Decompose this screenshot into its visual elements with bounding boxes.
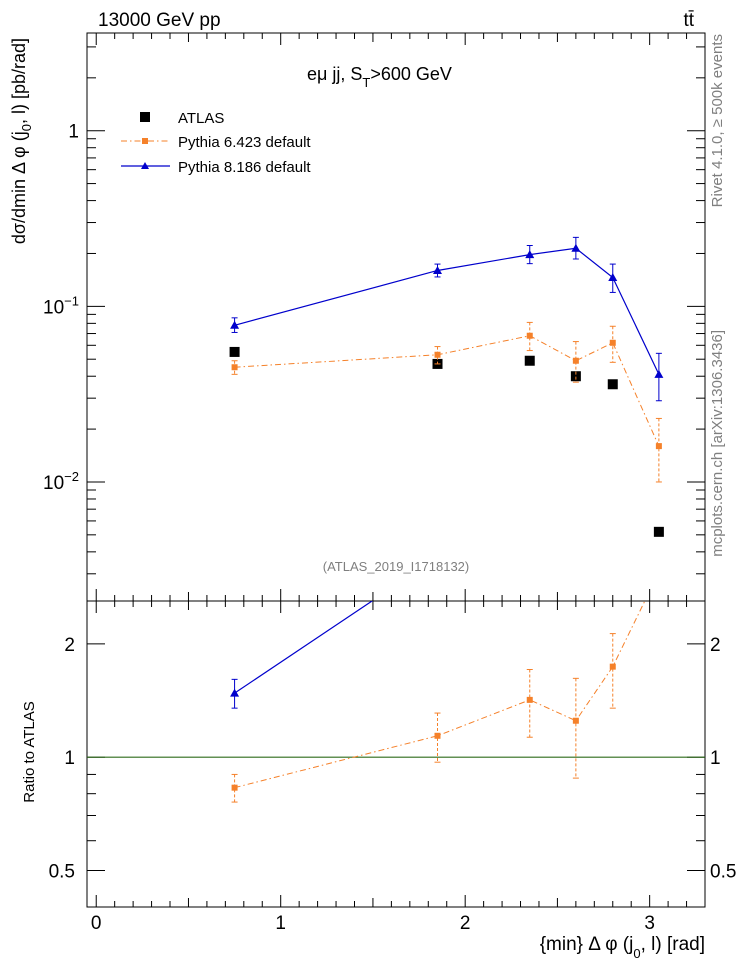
pythia8-point: [571, 243, 581, 252]
ratio-pythia6-point: [434, 732, 441, 739]
y-tick-label: 1: [68, 122, 79, 143]
y-tick-label: 10−2: [43, 469, 79, 494]
ratio-axis-ticks: 0 1 2 3 0.5 0.5 1 1 2 2: [49, 601, 736, 934]
x-axis-title-b: , l) [rad]: [641, 934, 705, 955]
ratio-pythia8-point: [230, 688, 240, 697]
plot-title: eμ jj, ST>600 GeV: [307, 64, 452, 90]
main-y-axis-title-subscript: 0: [19, 124, 34, 131]
mcplots-label: mcplots.cern.ch [arXiv:1306.3436]: [709, 330, 726, 557]
ratio-pythia6-point: [231, 784, 238, 791]
pythia6-point: [572, 357, 579, 364]
pythia8-point: [433, 265, 443, 274]
atlas-point: [524, 355, 535, 366]
atlas-point: [570, 371, 581, 382]
x-tick-label: 3: [644, 913, 655, 934]
ratio-y-tick-label: 1: [64, 748, 75, 769]
legend-marker-atlas: [140, 112, 150, 122]
pythia6-point: [434, 351, 441, 358]
ratio-y-tick-label: 2: [64, 635, 75, 656]
atlas-point: [229, 346, 240, 357]
main-panel: 110−110−2 eμ jj, ST>600 GeV (ATLAS_2019_…: [9, 32, 706, 602]
legend-marker-pythia6: [142, 138, 148, 144]
ratio-pythia6-point: [526, 696, 533, 703]
main-data-layer: [229, 236, 664, 537]
ratio-y-tick-label-right: 1: [710, 748, 721, 769]
y-tick-label-base: 10: [43, 297, 64, 318]
pythia6-point: [609, 339, 616, 346]
ratio-pythia6-line: [234, 601, 646, 789]
ratio-pythia6-point: [609, 663, 616, 670]
ratio-y-axis-title: Ratio to ATLAS: [21, 701, 38, 802]
pythia8-point: [608, 272, 618, 281]
main-y-axis-title-b: , l) [pb/rad]: [9, 38, 29, 124]
plot-title-cut: >600 GeV: [370, 64, 452, 84]
pythia8-point: [654, 369, 664, 378]
pythia8-point: [525, 250, 535, 259]
pythia8-point: [230, 320, 240, 329]
legend-marker-pythia8: [141, 162, 149, 169]
x-axis-title: {min} Δ φ (j0, l) [rad]: [540, 934, 705, 961]
plot-title-subscript: T: [362, 75, 370, 90]
x-axis-title-a: {min} Δ φ (j: [540, 934, 634, 955]
ratio-pythia6-point: [656, 569, 662, 575]
rivet-label: Rivet 4.1.0, ≥ 500k events: [709, 34, 726, 207]
analysis-tag: (ATLAS_2019_I1718132): [323, 559, 469, 574]
legend-label-atlas: ATLAS: [178, 110, 224, 127]
ratio-y-tick-label-right: 2: [710, 635, 721, 656]
y-tick-label-exponent: −2: [64, 469, 79, 484]
pythia6-point: [655, 443, 662, 450]
x-tick-label: 1: [275, 913, 286, 934]
legend-label-pythia8: Pythia 8.186 default: [178, 159, 311, 176]
main-y-axis-title: dσ/dmin Δ φ (j0, l) [pb/rad]: [9, 38, 34, 244]
y-tick-label-exponent: −1: [64, 293, 79, 308]
x-tick-label: 2: [460, 913, 471, 934]
ratio-pythia8-line: [234, 601, 374, 694]
ratio-pythia6-point: [572, 717, 579, 724]
ratio-panel: 0 1 2 3 0.5 0.5 1 1 2 2 Ratio to ATLAS {min} Δ φ …: [21, 569, 736, 961]
atlas-point: [653, 526, 664, 537]
process-label: tt̄: [683, 10, 694, 31]
pythia6-line: [234, 335, 660, 447]
ratio-y-tick-label-right: 0.5: [710, 862, 736, 883]
main-axis-ticks: 110−110−2: [43, 33, 705, 601]
atlas-point: [607, 379, 618, 390]
y-tick-label: 10−1: [43, 293, 79, 318]
pythia6-point: [526, 332, 533, 339]
y-tick-label-base: 10: [43, 473, 64, 494]
ratio-plot-frame: [86, 600, 706, 908]
energy-label: 13000 GeV pp: [98, 10, 221, 31]
legend-label-pythia6: Pythia 6.423 default: [178, 134, 311, 151]
ratio-y-tick-label: 0.5: [49, 862, 75, 883]
plot-title-main: eμ jj, S: [307, 64, 362, 84]
pythia8-line: [234, 247, 660, 375]
legend: ATLAS Pythia 6.423 default Pythia 8.186 …: [121, 110, 311, 176]
ratio-data-layer: [87, 569, 705, 803]
x-tick-label: 0: [91, 913, 102, 934]
main-y-axis-title-a: dσ/dmin Δ φ (j: [9, 131, 29, 244]
x-axis-title-subscript: 0: [633, 946, 640, 961]
pythia6-point: [231, 364, 238, 371]
